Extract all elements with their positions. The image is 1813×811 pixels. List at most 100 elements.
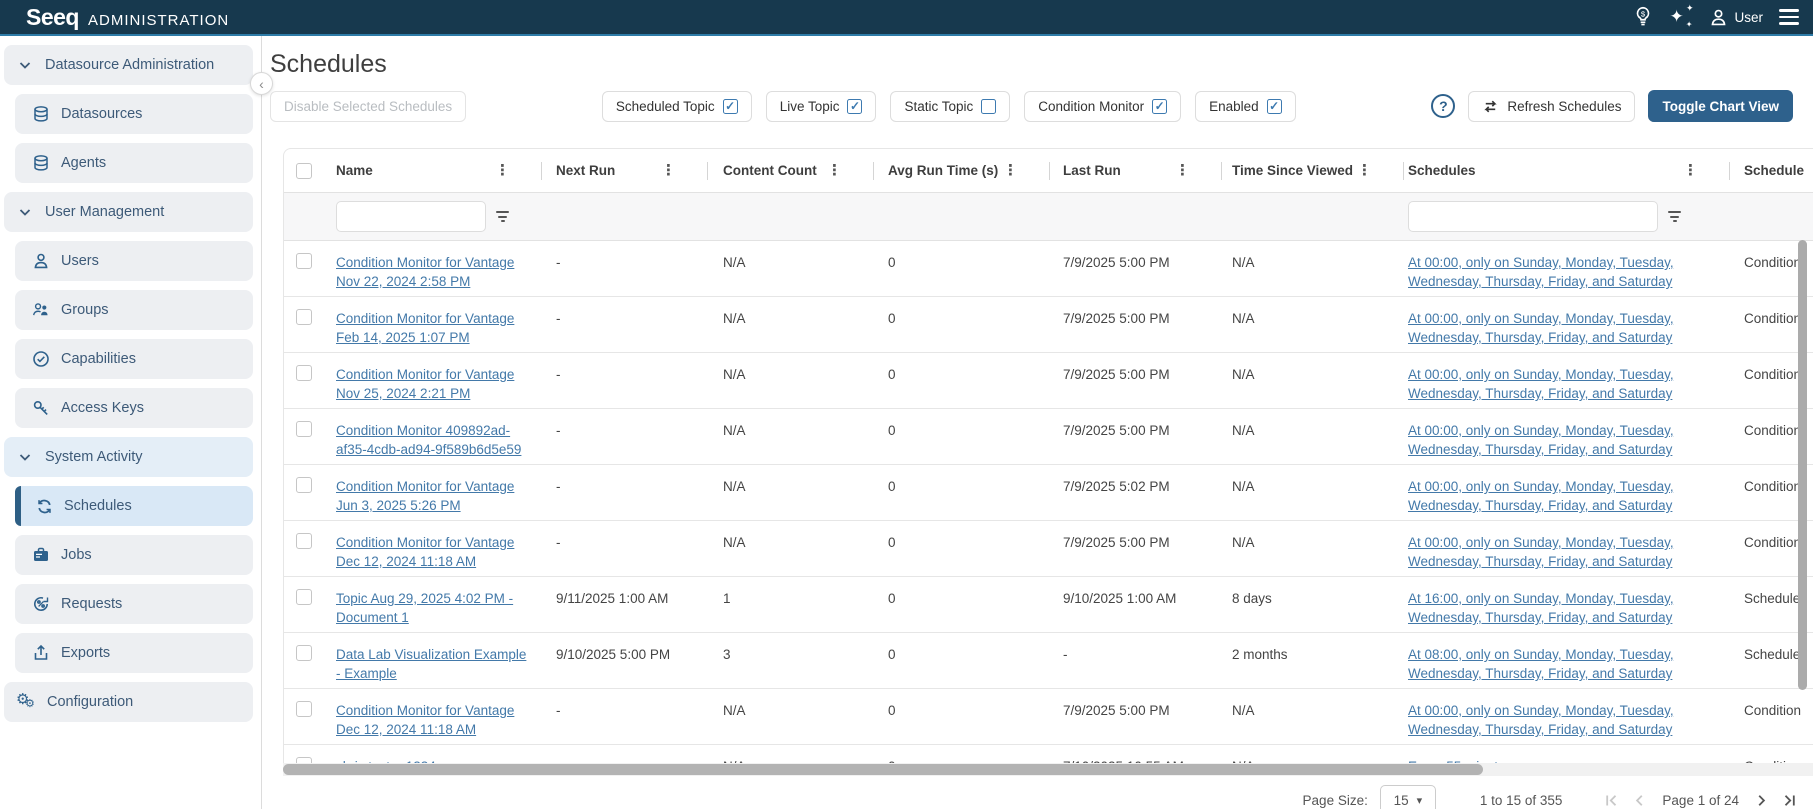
lightbulb-dollar-icon[interactable]: $	[1633, 6, 1653, 28]
column-header-name[interactable]: Name	[336, 163, 373, 178]
filter-enabled[interactable]: Enabled ✓	[1195, 90, 1296, 122]
sidebar-item-schedules[interactable]: Schedules	[15, 486, 253, 526]
row-checkbox[interactable]	[296, 645, 312, 661]
schedule-name-link[interactable]: Topic Aug 29, 2025 4:02 PM - Document 1	[336, 591, 514, 625]
sidebar-item-groups[interactable]: Groups	[15, 290, 253, 330]
row-checkbox[interactable]	[296, 477, 312, 493]
sidebar-item-configuration[interactable]: ⚙ ⚙ Configuration	[4, 682, 253, 722]
column-header-avg-run-time[interactable]: Avg Run Time (s)	[888, 163, 999, 178]
schedule-name-link[interactable]: Condition Monitor for Vantage Nov 25, 20…	[336, 367, 515, 401]
sidebar-section-user-management[interactable]: User Management	[4, 192, 253, 232]
select-all-checkbox[interactable]	[296, 162, 312, 179]
horizontal-scrollbar-thumb[interactable]	[283, 764, 1483, 775]
column-menu-icon[interactable]: ⋮	[661, 162, 676, 179]
schedule-name-link[interactable]: Condition Monitor for Vantage Dec 12, 20…	[336, 535, 515, 569]
page-size-select[interactable]: 15 ▾	[1379, 784, 1436, 809]
filter-funnel-icon[interactable]	[1668, 211, 1681, 222]
filter-live-topic[interactable]: Live Topic ✓	[765, 90, 877, 122]
cell-schedule-type: Condition	[1744, 423, 1802, 438]
schedule-name-link[interactable]: Data Lab Visualization Example - Example	[336, 647, 527, 681]
toggle-chart-view-button[interactable]: Toggle Chart View	[1648, 90, 1793, 122]
cell-content-count: N/A	[723, 535, 746, 550]
sidebar-section-system-activity[interactable]: System Activity	[4, 437, 253, 477]
row-checkbox[interactable]	[296, 701, 312, 717]
cell-avg-run-time: 0	[888, 423, 896, 438]
column-menu-icon[interactable]: ⋮	[1357, 162, 1372, 179]
page-title: Schedules	[270, 50, 387, 78]
horizontal-scrollbar[interactable]	[283, 763, 1813, 776]
schedule-name-link[interactable]: Condition Monitor for Vantage Feb 14, 20…	[336, 311, 515, 345]
column-header-next-run[interactable]: Next Run	[556, 163, 616, 178]
sidebar-item-datasources[interactable]: Datasources	[15, 94, 253, 134]
sidebar-item-capabilities[interactable]: Capabilities	[15, 339, 253, 379]
row-checkbox[interactable]	[296, 589, 312, 605]
filter-condition-monitor[interactable]: Condition Monitor ✓	[1024, 90, 1182, 122]
column-menu-icon[interactable]: ⋮	[495, 162, 510, 179]
schedule-cron-link[interactable]: At 00:00, only on Sunday, Monday, Tuesda…	[1408, 703, 1674, 737]
schedule-name-link[interactable]: Condition Monitor 409892ad-af35-4cdb-ad9…	[336, 423, 522, 457]
schedule-cron-link[interactable]: At 16:00, only on Sunday, Monday, Tuesda…	[1408, 591, 1674, 625]
column-header-last-run[interactable]: Last Run	[1063, 163, 1121, 178]
sidebar-item-access-keys[interactable]: Access Keys	[15, 388, 253, 428]
row-checkbox[interactable]	[296, 421, 312, 437]
hamburger-menu-icon[interactable]	[1779, 9, 1799, 25]
name-filter-input[interactable]	[336, 201, 486, 232]
column-header-schedules[interactable]: Schedules	[1408, 163, 1476, 178]
cell-time-since-viewed: N/A	[1232, 423, 1255, 438]
sidebar-item-agents[interactable]: Agents	[15, 143, 253, 183]
group-icon	[32, 301, 50, 319]
schedule-cron-link[interactable]: At 08:00, only on Sunday, Monday, Tuesda…	[1408, 647, 1674, 681]
filter-static-topic[interactable]: Static Topic	[890, 90, 1011, 122]
column-menu-icon[interactable]: ⋮	[1175, 162, 1190, 179]
table-row: Data Lab Visualization Example - Example…	[284, 633, 1813, 689]
row-checkbox[interactable]	[296, 253, 312, 269]
schedule-cron-link[interactable]: At 00:00, only on Sunday, Monday, Tuesda…	[1408, 367, 1674, 401]
column-header-time-since-viewed[interactable]: Time Since Viewed	[1232, 163, 1354, 178]
vertical-scrollbar-thumb[interactable]	[1798, 240, 1807, 690]
row-checkbox[interactable]	[296, 533, 312, 549]
user-menu[interactable]: User	[1709, 8, 1763, 27]
refresh-schedules-button[interactable]: Refresh Schedules	[1468, 90, 1636, 122]
last-page-icon[interactable]	[1782, 793, 1797, 808]
first-page-icon[interactable]	[1604, 793, 1619, 808]
cell-last-run: 7/9/2025 5:00 PM	[1063, 367, 1170, 382]
column-header-schedule-type[interactable]: Schedule	[1744, 163, 1805, 178]
row-checkbox[interactable]	[296, 365, 312, 381]
sidebar-item-jobs[interactable]: Jobs	[15, 535, 253, 575]
column-header-content-count[interactable]: Content Count	[723, 163, 817, 178]
cell-last-run: 7/9/2025 5:00 PM	[1063, 255, 1170, 270]
caret-down-icon: ▾	[1416, 794, 1423, 807]
disable-selected-schedules-button[interactable]: Disable Selected Schedules	[270, 90, 467, 122]
sidebar-item-users[interactable]: Users	[15, 241, 253, 281]
column-menu-icon[interactable]: ⋮	[1683, 162, 1698, 179]
table-row: Condition Monitor for Vantage Jun 3, 202…	[284, 465, 1813, 521]
sidebar-item-exports[interactable]: Exports	[15, 633, 253, 673]
row-checkbox[interactable]	[296, 309, 312, 325]
next-page-icon[interactable]	[1754, 793, 1769, 808]
cell-schedule-type: Condition	[1744, 703, 1802, 718]
chevron-down-icon	[16, 448, 34, 466]
sparkles-icon[interactable]: ✦ ✦ ✦	[1669, 3, 1694, 29]
filter-scheduled-topic[interactable]: Scheduled Topic ✓	[601, 90, 752, 122]
schedule-name-link[interactable]: Condition Monitor for Vantage Jun 3, 202…	[336, 479, 515, 513]
sidebar-collapse-button[interactable]: ‹	[250, 72, 273, 95]
schedules-filter-input[interactable]	[1408, 201, 1658, 232]
sidebar-section-datasource-administration[interactable]: Datasource Administration	[4, 45, 253, 85]
column-menu-icon[interactable]: ⋮	[827, 162, 842, 179]
schedule-cron-link[interactable]: At 00:00, only on Sunday, Monday, Tuesda…	[1408, 535, 1674, 569]
schedule-cron-link[interactable]: At 00:00, only on Sunday, Monday, Tuesda…	[1408, 479, 1674, 513]
cell-avg-run-time: 0	[888, 535, 896, 550]
previous-page-icon[interactable]	[1632, 793, 1647, 808]
schedule-name-link[interactable]: Condition Monitor for Vantage Nov 22, 20…	[336, 255, 515, 289]
schedule-cron-link[interactable]: At 00:00, only on Sunday, Monday, Tuesda…	[1408, 255, 1674, 289]
help-icon[interactable]: ?	[1431, 94, 1456, 118]
filter-funnel-icon[interactable]	[496, 211, 509, 222]
table-header-row: Name ⋮ Next Run ⋮ Content Count ⋮ Avg Run T…	[284, 149, 1813, 193]
key-icon	[32, 399, 50, 417]
schedule-name-link[interactable]: Condition Monitor for Vantage Dec 12, 20…	[336, 703, 515, 737]
sidebar-item-requests[interactable]: Requests	[15, 584, 253, 624]
schedule-cron-link[interactable]: At 00:00, only on Sunday, Monday, Tuesda…	[1408, 423, 1674, 457]
schedule-cron-link[interactable]: At 00:00, only on Sunday, Monday, Tuesda…	[1408, 311, 1674, 345]
cell-content-count: N/A	[723, 703, 746, 718]
column-menu-icon[interactable]: ⋮	[1003, 162, 1018, 179]
